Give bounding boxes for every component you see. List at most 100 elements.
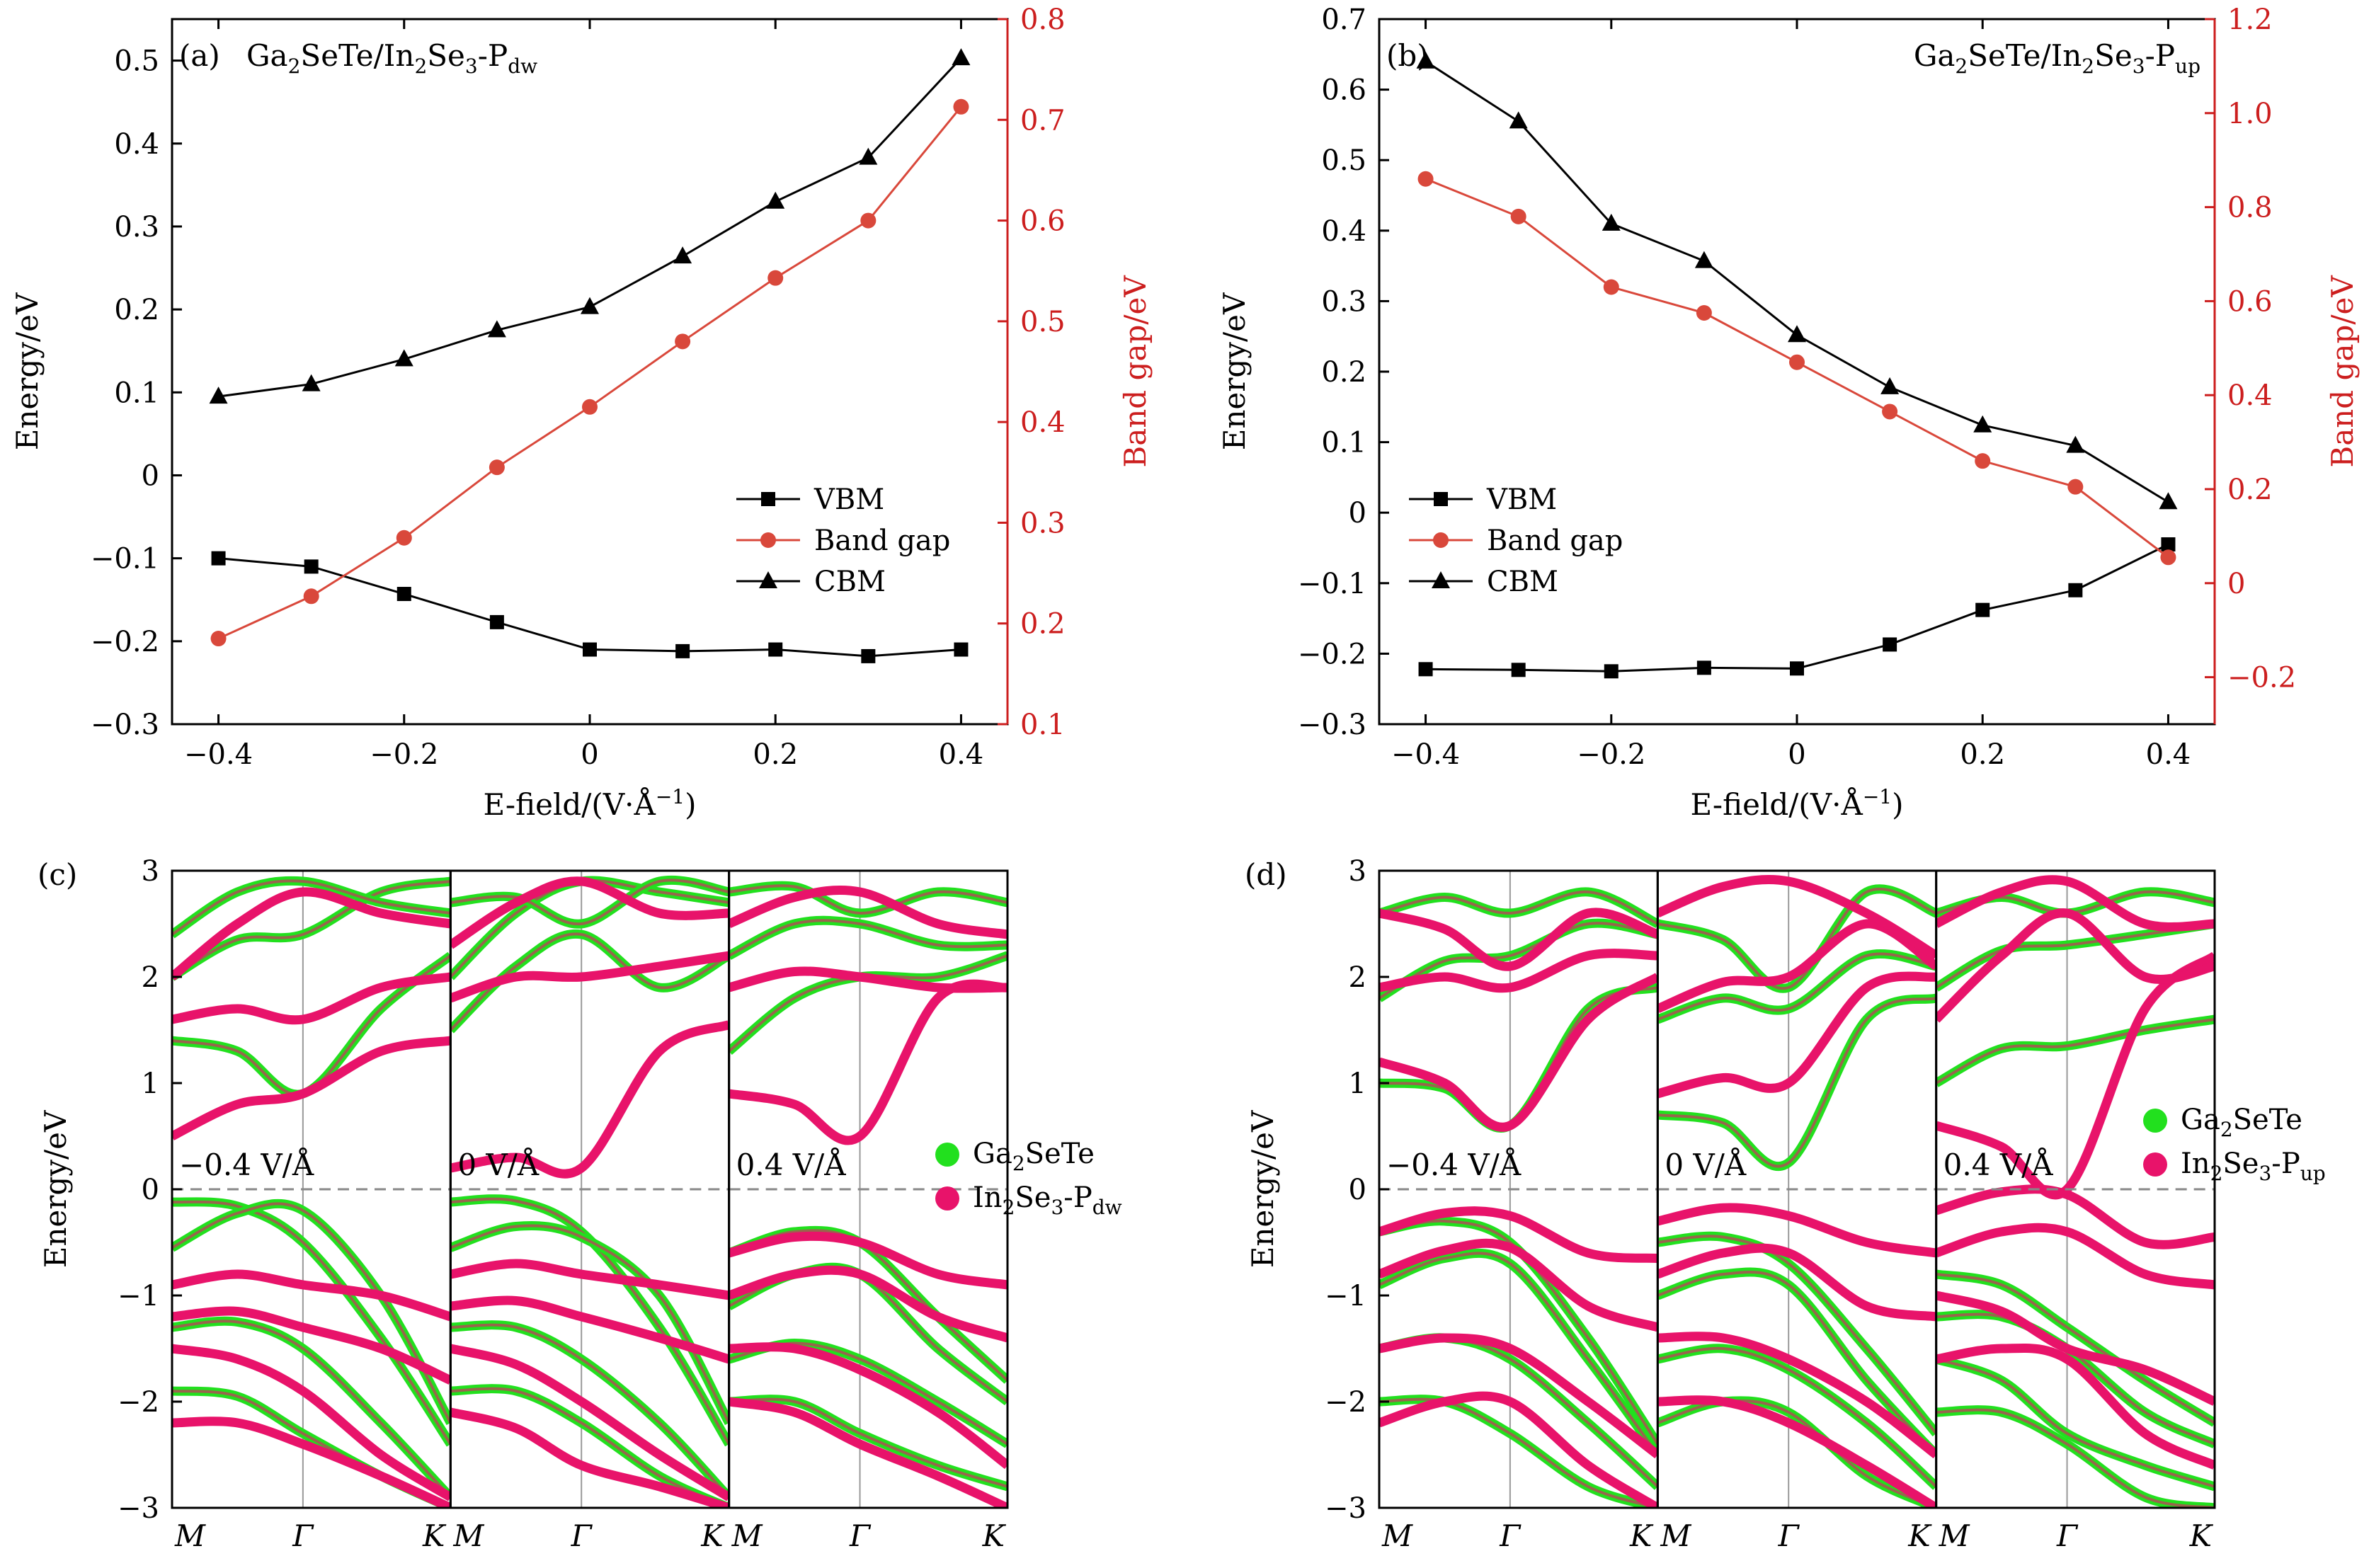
x-label-text: E-field/(V·Å <box>1690 786 1863 822</box>
cbm-point <box>766 191 785 209</box>
in2se3-band <box>172 972 451 1025</box>
legend-label: In2Se3-Pdw <box>973 1181 1122 1219</box>
in2se3-band <box>1379 1333 1658 1459</box>
y-axis-label: Energy/eV <box>1245 1110 1280 1268</box>
band-gap-point <box>1417 171 1434 187</box>
subscript: 2 <box>1003 1196 1015 1219</box>
band-gap-point <box>303 588 319 605</box>
panel-title: Ga2SeTe/In2Se3-Pdw <box>246 38 537 78</box>
y-tick-label: 0.4 <box>1321 215 1366 248</box>
ga2sete-band-core <box>450 1323 729 1499</box>
cbm-point <box>1416 51 1435 69</box>
in2se3-band <box>172 1269 451 1322</box>
in2se3-band <box>172 1306 451 1385</box>
cbm-point <box>1973 415 1992 433</box>
vbm-point <box>583 642 597 657</box>
in2se3-band <box>1657 1243 1936 1322</box>
band-gap-point <box>582 399 598 415</box>
in2se3-band <box>450 1020 729 1179</box>
legend-marker <box>759 571 777 588</box>
in2se3-band <box>729 1231 1007 1290</box>
subscript: dw <box>508 55 537 78</box>
cbm-point <box>1694 251 1713 268</box>
y-tick-label: −0.1 <box>1298 568 1366 600</box>
subscript: 2 <box>288 55 301 78</box>
x-tick-label: −0.2 <box>1577 738 1645 771</box>
x-axis-label: E-field/(V·Å−1) <box>1690 785 1903 822</box>
ga2sete-band-core <box>1379 1252 1658 1456</box>
ga2sete-band-core <box>1657 887 1936 990</box>
text-run: -P <box>1063 1181 1092 1214</box>
band-gap-point <box>1882 404 1898 420</box>
vbm-point <box>768 642 783 657</box>
y-right-tick-label: 0.3 <box>1020 507 1066 539</box>
in2se3-band <box>450 1295 729 1364</box>
y-tick-label: 0.1 <box>114 377 159 409</box>
y-tick-label: 0 <box>1349 497 1366 530</box>
y-axis-label: Energy/eV <box>38 1110 73 1268</box>
subpanel-1 <box>1657 871 1936 1508</box>
band-gap-point <box>1696 305 1712 321</box>
subscript: 3 <box>465 55 478 78</box>
series-line-cbm <box>218 57 962 398</box>
subscript: dw <box>1092 1196 1122 1219</box>
ga2sete-band-core <box>450 1224 729 1424</box>
cbm-point <box>1602 213 1621 231</box>
subpanel-frame <box>1935 869 2216 1509</box>
series-line-vbm <box>1425 543 2169 673</box>
y-tick-label: 1 <box>142 1068 159 1100</box>
ga2sete-band <box>1379 983 1658 1133</box>
ga2sete-band-core <box>1657 1235 1936 1435</box>
band-gap-point <box>767 270 784 286</box>
legend-label: VBM <box>814 483 884 516</box>
y-tick-label: 0.5 <box>1321 144 1366 177</box>
ga2sete-band-core <box>172 954 451 1097</box>
band-gap-point <box>860 212 877 229</box>
series-line-cbm <box>1425 60 2169 503</box>
text-run: In <box>973 1181 1003 1214</box>
cbm-point <box>1880 377 1900 394</box>
legend-marker <box>1434 492 1448 506</box>
x-tick-label: −0.2 <box>370 738 438 771</box>
band-gap-point <box>1603 279 1619 295</box>
legend-marker <box>1432 571 1450 588</box>
vbm-point <box>1790 661 1804 676</box>
legend-label: Band gap <box>1487 525 1623 557</box>
cbm-point <box>302 374 321 391</box>
legend-marker <box>935 1186 959 1211</box>
in2se3-band <box>1379 908 1658 971</box>
ga2sete-band-core <box>172 1202 451 1424</box>
cbm-point <box>487 320 506 338</box>
x-tick-label: 0.4 <box>939 738 984 771</box>
legend-marker <box>760 532 776 548</box>
ga2sete-band-core <box>1379 986 1658 1130</box>
band-gap-point <box>210 631 227 647</box>
subscript: 3 <box>1051 1196 1063 1219</box>
kpoint-label: M <box>174 1518 206 1553</box>
in2se3-band <box>450 876 729 949</box>
y-tick-label: 0.2 <box>114 294 159 326</box>
kpoint-label: Γ <box>849 1518 872 1553</box>
kpoint-label: Γ <box>2056 1518 2079 1553</box>
y-tick-label: 0.3 <box>114 211 159 244</box>
in2se3-band <box>729 966 1007 993</box>
in2se3-band <box>729 885 1007 939</box>
cbm-point <box>2159 492 2178 510</box>
ga2sete-band-core <box>172 1200 451 1446</box>
y-tick-label: −0.2 <box>91 626 159 658</box>
ga2sete-band-core <box>729 919 1007 957</box>
kpoint-label: Γ <box>292 1518 314 1553</box>
subpanel-frame <box>728 869 1009 1509</box>
kpoint-label: M <box>1939 1518 1970 1553</box>
panel-label: (d) <box>1245 857 1287 892</box>
in2se3-band <box>172 1036 451 1140</box>
ga2sete-band <box>1936 1014 2215 1087</box>
in2se3-band <box>1657 874 1936 960</box>
legend-marker <box>761 492 775 506</box>
subpanel-1 <box>450 871 729 1508</box>
cbm-point <box>1788 325 1806 343</box>
text-run: Ga <box>1914 38 1956 73</box>
subscript: 2 <box>2082 55 2094 78</box>
x-label-sup: −1 <box>1863 785 1892 808</box>
in2se3-band <box>1657 1203 1936 1258</box>
